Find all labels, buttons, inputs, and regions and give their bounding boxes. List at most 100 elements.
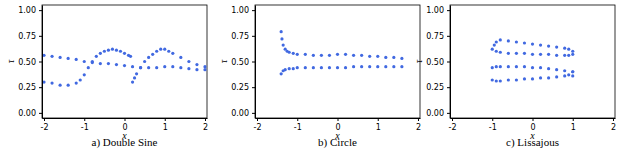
point xyxy=(91,60,94,63)
y-tick: 0.00 xyxy=(18,109,42,118)
point xyxy=(107,49,110,52)
y-tick-label: 0.75 xyxy=(231,32,249,41)
point xyxy=(195,68,198,71)
point xyxy=(288,67,291,70)
y-tick-mark xyxy=(252,87,255,88)
point xyxy=(280,37,283,40)
point xyxy=(547,76,550,79)
point xyxy=(491,78,494,81)
panel: -2-10120.000.250.500.751.00xτb) Circle xyxy=(218,5,421,149)
x-tick: -2 xyxy=(449,118,457,132)
y-tick-label: 0.00 xyxy=(426,109,444,118)
y-tick: 0.00 xyxy=(231,109,255,118)
point xyxy=(392,65,395,68)
point xyxy=(495,40,498,43)
y-tick-label: 0.25 xyxy=(231,83,249,92)
point xyxy=(523,52,526,55)
caption: c) Lissajous xyxy=(506,136,559,149)
point xyxy=(499,38,502,41)
caption: a) Double Sine xyxy=(92,136,158,149)
point xyxy=(67,57,70,60)
x-tick: 1 xyxy=(571,118,576,132)
y-tick-mark xyxy=(447,87,450,88)
point xyxy=(523,41,526,44)
point xyxy=(195,63,198,66)
point xyxy=(119,50,122,53)
x-tick: 1 xyxy=(163,118,168,132)
point xyxy=(547,67,550,70)
point xyxy=(336,53,339,56)
point xyxy=(75,81,78,84)
point xyxy=(67,84,70,87)
point xyxy=(95,55,98,58)
point xyxy=(563,69,566,72)
x-tick: 2 xyxy=(611,118,616,132)
point xyxy=(515,52,518,55)
point xyxy=(571,74,574,77)
point xyxy=(344,66,347,69)
x-tick-mark xyxy=(573,118,574,121)
point xyxy=(320,54,323,57)
point xyxy=(368,65,371,68)
y-tick: 0.50 xyxy=(426,58,450,67)
point xyxy=(159,48,162,51)
y-tick: 0.75 xyxy=(426,32,450,41)
point xyxy=(50,81,53,84)
point xyxy=(288,51,291,54)
y-tick-mark xyxy=(39,87,42,88)
point xyxy=(547,44,550,47)
point xyxy=(539,43,542,46)
point xyxy=(282,43,285,46)
point xyxy=(400,65,403,68)
y-axis-line xyxy=(255,6,256,119)
y-tick: 0.75 xyxy=(231,32,255,41)
x-tick-label: 2 xyxy=(416,123,421,132)
x-tick-mark xyxy=(338,118,339,121)
y-tick-mark xyxy=(252,10,255,11)
point xyxy=(187,67,190,70)
point xyxy=(515,78,518,81)
point xyxy=(400,57,403,60)
y-axis-line xyxy=(450,6,451,119)
point xyxy=(151,53,154,56)
point xyxy=(179,56,182,59)
point xyxy=(555,68,558,71)
plot-frame xyxy=(450,5,615,118)
point xyxy=(115,63,118,66)
x-tick: -2 xyxy=(254,118,262,132)
point xyxy=(133,76,136,79)
point xyxy=(147,56,150,59)
point xyxy=(491,48,494,51)
point xyxy=(384,56,387,59)
point xyxy=(567,48,570,51)
y-tick-mark xyxy=(39,36,42,37)
x-tick-label: -2 xyxy=(254,123,262,132)
point xyxy=(143,60,146,63)
point xyxy=(147,66,150,69)
plot-frame xyxy=(42,5,207,118)
point xyxy=(75,58,78,61)
y-tick-label: 1.00 xyxy=(18,6,36,15)
point xyxy=(563,74,566,77)
point xyxy=(567,73,570,76)
point xyxy=(499,51,502,54)
y-tick: 0.50 xyxy=(231,58,255,67)
x-tick-mark xyxy=(418,118,419,121)
y-tick-mark xyxy=(39,113,42,114)
x-tick-label: -1 xyxy=(294,123,302,132)
point xyxy=(376,55,379,58)
point xyxy=(79,78,82,81)
y-tick-mark xyxy=(39,10,42,11)
point xyxy=(499,65,502,68)
x-tick: -1 xyxy=(294,118,302,132)
x-tick: -1 xyxy=(489,118,497,132)
point xyxy=(139,66,142,69)
point xyxy=(203,68,206,71)
x-tick-mark xyxy=(165,118,166,121)
point xyxy=(167,50,170,53)
point xyxy=(507,65,510,68)
x-tick-mark xyxy=(257,118,258,121)
point xyxy=(83,60,86,63)
point xyxy=(171,65,174,68)
point xyxy=(312,66,315,69)
